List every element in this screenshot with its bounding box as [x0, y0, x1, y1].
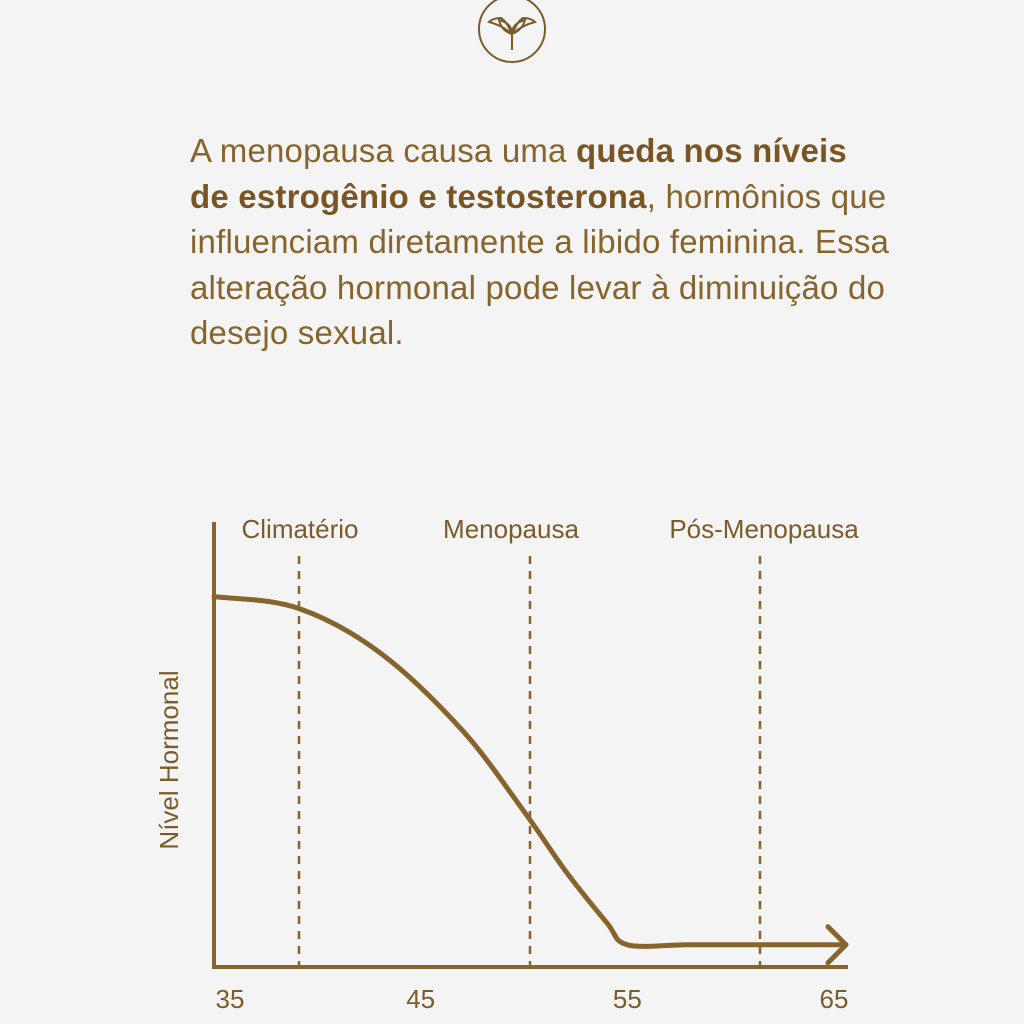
- phase-label: Pós-Menopausa: [669, 514, 859, 544]
- intro-paragraph: A menopausa causa uma queda nos níveis d…: [190, 128, 890, 356]
- paragraph-rest-text: , hormônios que influenciam diretamente …: [190, 177, 890, 352]
- x-tick-labels: 35 45 55 65: [216, 984, 849, 1014]
- phase-label: Menopausa: [443, 514, 579, 544]
- x-tick-label: 55: [613, 984, 642, 1014]
- x-tick-label: 65: [820, 984, 849, 1014]
- logo: [478, 0, 546, 63]
- y-axis-label: Nível Hormonal: [154, 670, 184, 849]
- phase-label: Climatério: [241, 514, 358, 544]
- paragraph-intro-text: A menopausa causa uma: [190, 132, 576, 169]
- x-tick-label: 45: [406, 984, 435, 1014]
- phase-markers: Climatério Menopausa Pós-Menopausa: [241, 514, 859, 966]
- x-tick-label: 35: [216, 984, 245, 1014]
- paragraph-highlight: queda nos níveis de estrogênio e testost…: [190, 132, 847, 215]
- curve-arrowhead: [825, 924, 849, 966]
- hormone-curve: [211, 594, 847, 949]
- leaf-sprout-icon: [478, 0, 546, 63]
